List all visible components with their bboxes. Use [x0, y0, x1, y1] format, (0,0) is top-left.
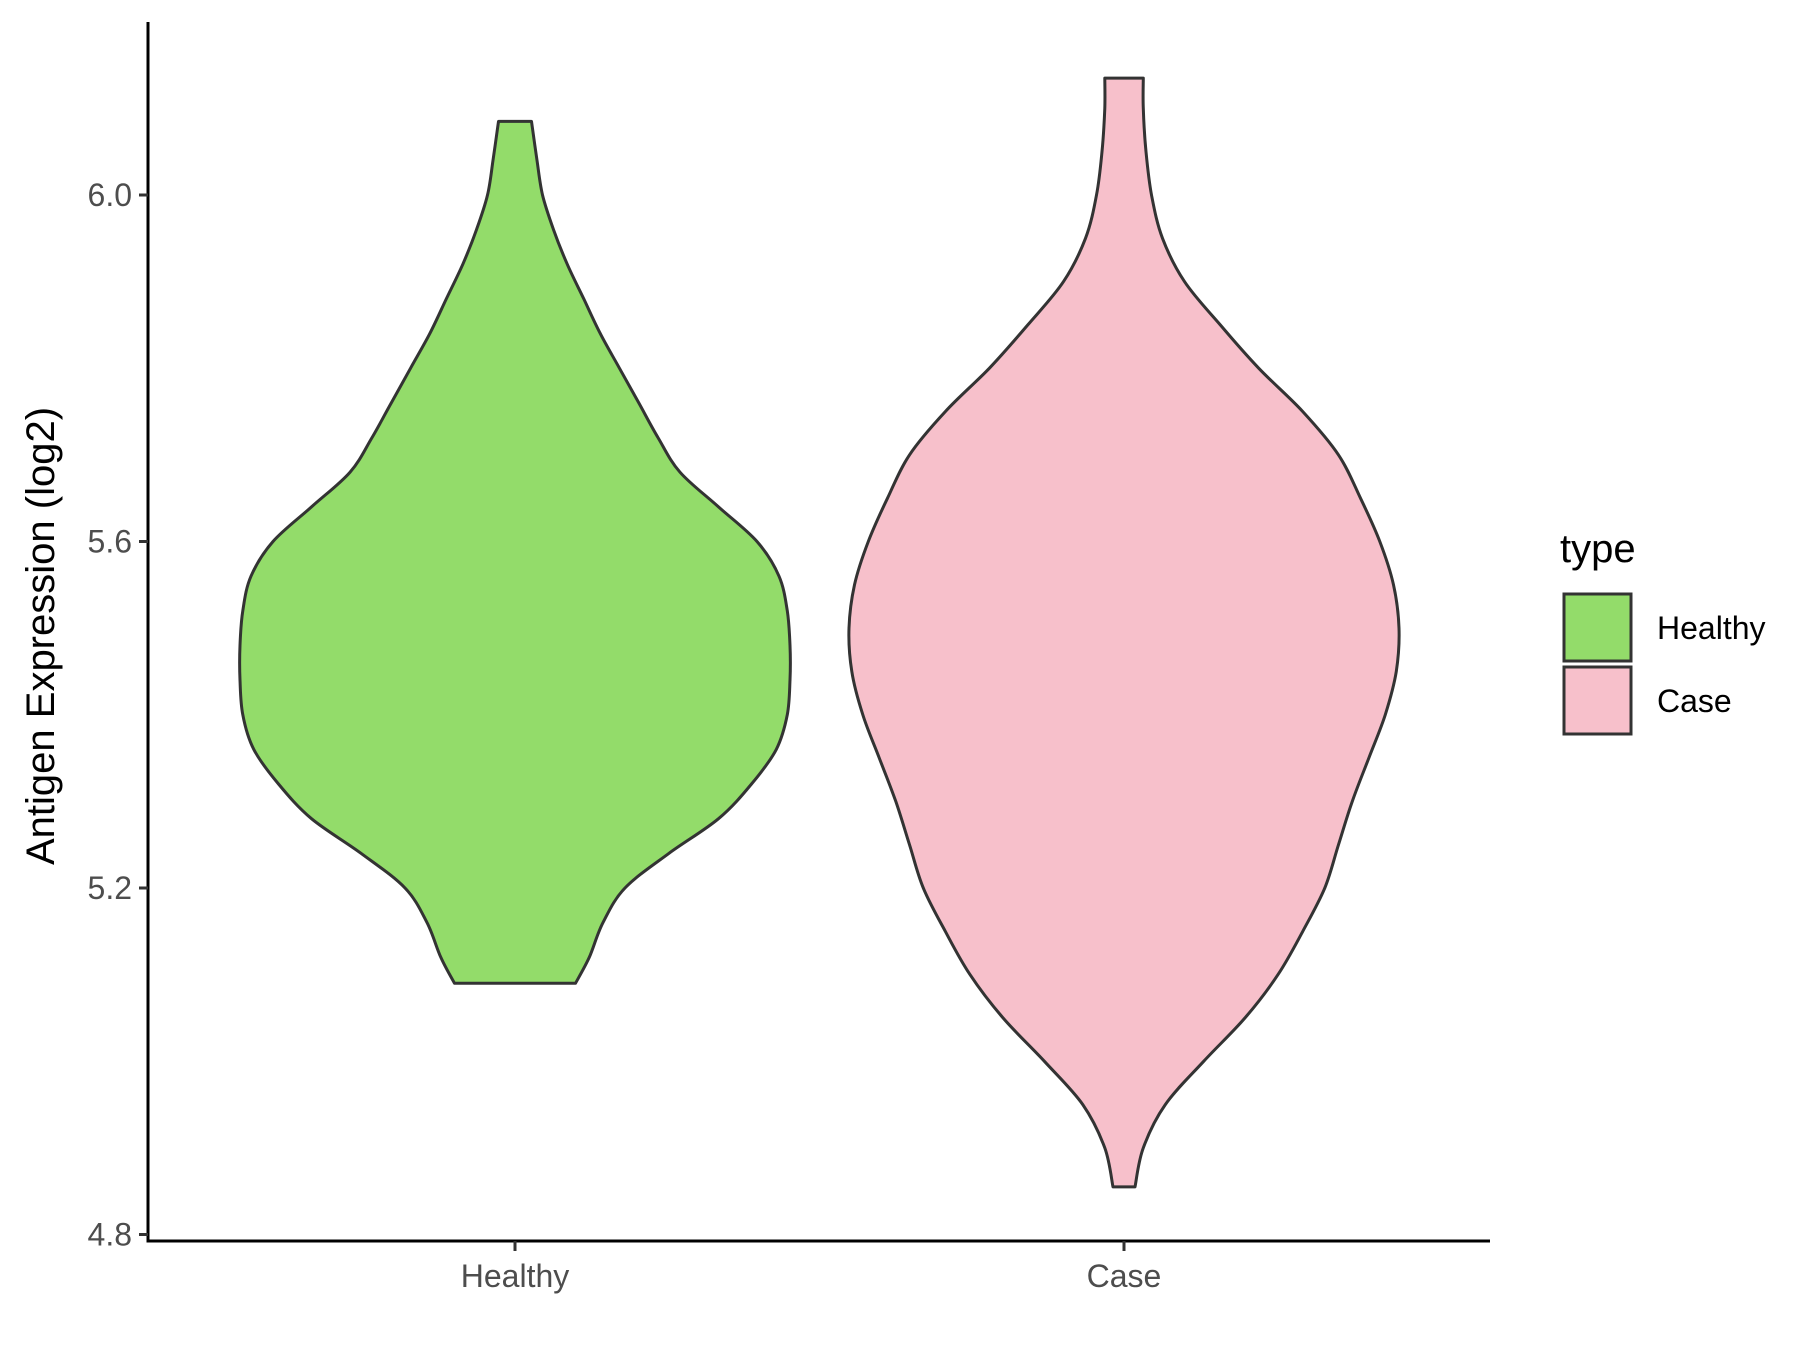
legend-title: type: [1560, 527, 1636, 571]
violin-healthy: [238, 119, 792, 985]
legend-key-case: [1562, 665, 1633, 736]
y-tick-label: 4.8: [88, 1217, 132, 1253]
y-axis-title: Antigen Expression (log2): [19, 407, 63, 865]
y-tick-label: 5.2: [88, 870, 132, 906]
violin-case: [847, 76, 1401, 1189]
y-tick-label: 6.0: [88, 177, 132, 213]
legend-label: Case: [1657, 683, 1732, 719]
legend-key-healthy: [1562, 592, 1633, 663]
violin-layer: [238, 76, 1401, 1189]
x-tick-label: Healthy: [461, 1258, 570, 1294]
axes-layer: 4.8 5.2 5.6 6.0 Healthy Case: [88, 22, 1490, 1294]
x-tick-label: Case: [1087, 1258, 1162, 1294]
legend-label: Healthy: [1657, 610, 1766, 646]
y-tick-label: 5.6: [88, 524, 132, 560]
legend: type Healthy Case: [1560, 527, 1766, 736]
